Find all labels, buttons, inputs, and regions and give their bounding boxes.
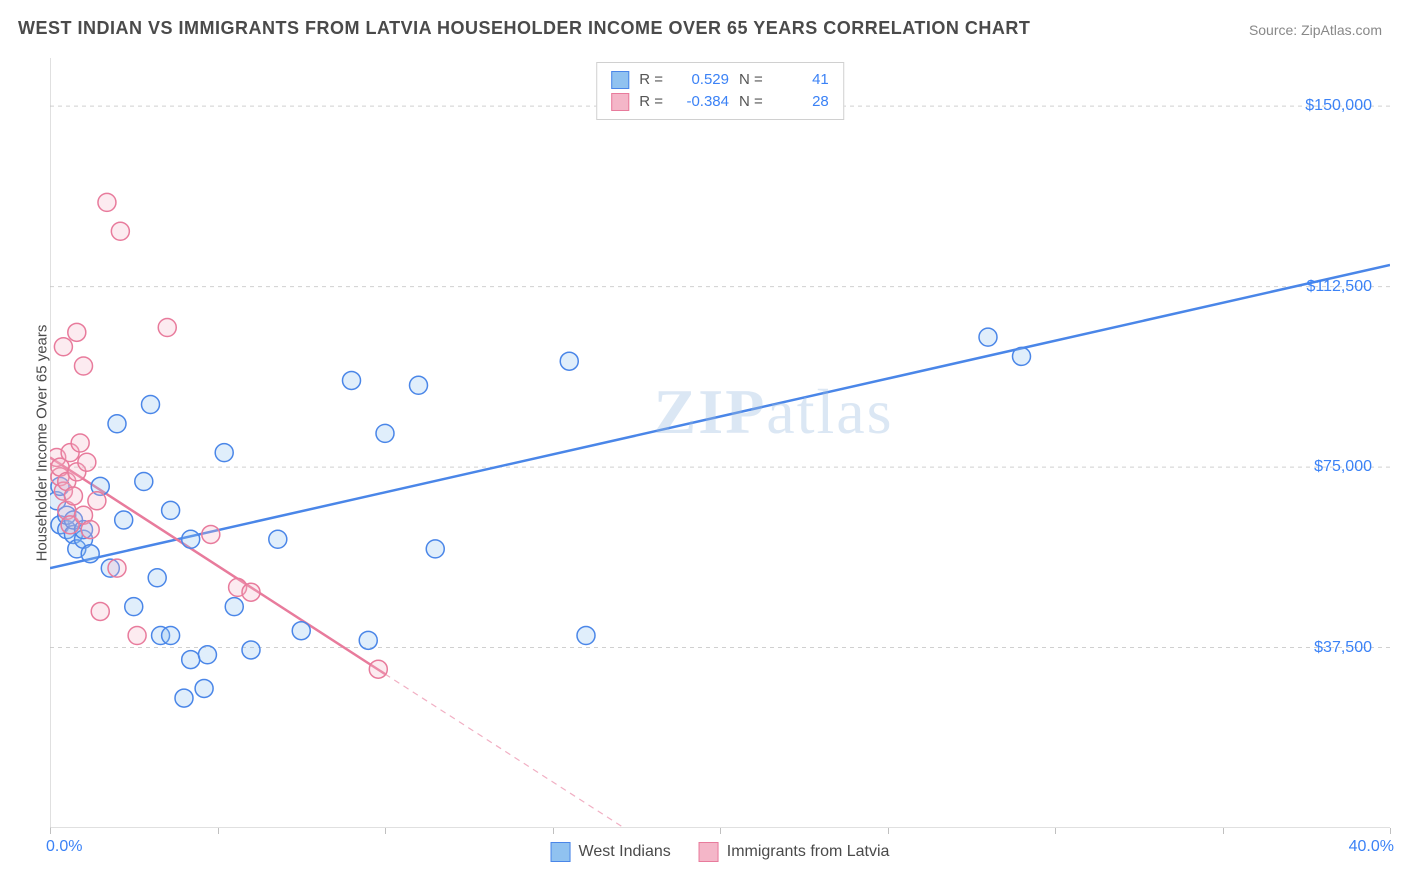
legend-swatch-west-indians-bottom xyxy=(551,842,571,862)
r-value-west-indians: 0.529 xyxy=(673,69,729,91)
legend-row-west-indians: R = 0.529 N = 41 xyxy=(611,69,829,91)
r-label: R = xyxy=(639,69,663,91)
legend-item-west-indians: West Indians xyxy=(551,842,671,862)
n-value-west-indians: 41 xyxy=(773,69,829,91)
n-label: N = xyxy=(739,69,763,91)
x-axis-max-label: 40.0% xyxy=(1349,838,1394,856)
scatter-plot xyxy=(50,58,1390,828)
legend-swatch-west-indians xyxy=(611,71,629,89)
y-tick-label: $150,000 xyxy=(1305,97,1372,115)
y-tick-label: $112,500 xyxy=(1306,278,1372,296)
y-tick-label: $37,500 xyxy=(1314,639,1372,657)
legend-item-latvia: Immigrants from Latvia xyxy=(699,842,890,862)
source-label: Source: ZipAtlas.com xyxy=(1249,22,1382,38)
legend-swatch-latvia xyxy=(611,93,629,111)
x-axis-min-label: 0.0% xyxy=(46,838,82,856)
chart-area: Householder Income Over 65 years R = 0.5… xyxy=(50,58,1390,828)
n-label: N = xyxy=(739,91,763,113)
legend-series: West Indians Immigrants from Latvia xyxy=(551,842,890,862)
chart-title: WEST INDIAN VS IMMIGRANTS FROM LATVIA HO… xyxy=(18,18,1030,39)
legend-label-latvia: Immigrants from Latvia xyxy=(727,843,890,861)
r-value-latvia: -0.384 xyxy=(673,91,729,113)
legend-swatch-latvia-bottom xyxy=(699,842,719,862)
legend-row-latvia: R = -0.384 N = 28 xyxy=(611,91,829,113)
r-label: R = xyxy=(639,91,663,113)
y-axis-label: Householder Income Over 65 years xyxy=(34,325,51,562)
y-tick-label: $75,000 xyxy=(1314,458,1372,476)
n-value-latvia: 28 xyxy=(773,91,829,113)
legend-correlation: R = 0.529 N = 41 R = -0.384 N = 28 xyxy=(596,62,844,120)
legend-label-west-indians: West Indians xyxy=(579,843,671,861)
